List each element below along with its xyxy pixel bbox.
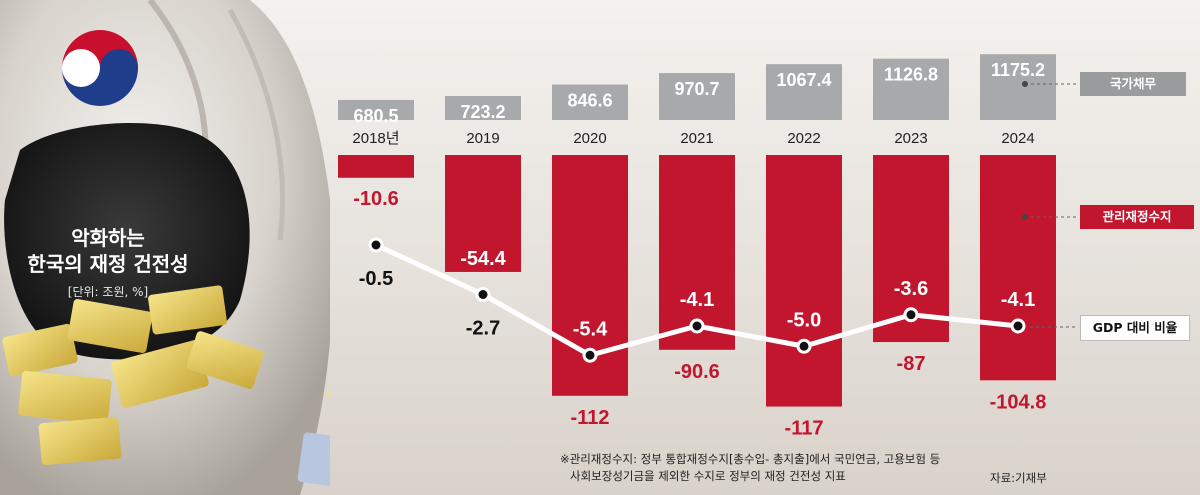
- gdp-ratio-label: -2.7: [466, 318, 500, 340]
- debt-label: 680.5: [353, 106, 398, 126]
- debt-bar: [445, 96, 521, 120]
- footnote-line2: 사회보장성기금을 제외한 수지로 정부의 재정 건전성 지표: [570, 469, 846, 483]
- category-label: 2022: [787, 130, 820, 147]
- balance-label: -112: [571, 407, 610, 429]
- unit-label: [단위: 조원, %]: [67, 285, 149, 299]
- gdp-ratio-point: [1010, 318, 1026, 334]
- gdp-ratio-label: -4.1: [680, 289, 714, 311]
- debt-bar: [980, 54, 1056, 120]
- debt-label: 846.6: [567, 91, 612, 111]
- debt-label: 1126.8: [884, 65, 938, 85]
- chart-title-line2: 한국의 재정 건전성: [27, 252, 189, 276]
- debt-bar: [766, 64, 842, 120]
- debt-bar: [659, 73, 735, 120]
- chart-title-line1: 악화하는: [71, 226, 145, 250]
- gdp-ratio-label: -5.0: [787, 309, 821, 331]
- gdp-ratio-label: -0.5: [359, 268, 393, 290]
- balance-label: -90.6: [674, 361, 720, 383]
- footnote: ※관리재정수지: 정부 통합재정수지[총수입- 총지출]에서 국민연금, 고용보…: [560, 451, 940, 485]
- gdp-ratio-point: [796, 338, 812, 354]
- balance-bar: [338, 155, 414, 178]
- legend-debt-dot: [1022, 81, 1028, 87]
- debt-label: 970.7: [674, 79, 719, 99]
- gdp-ratio-label: -5.4: [573, 318, 608, 340]
- debt-label: 723.2: [460, 102, 505, 122]
- legend-balance: 관리재정수지: [1080, 205, 1194, 229]
- balance-bar: [980, 155, 1056, 381]
- balance-bar: [445, 155, 521, 272]
- legend-gdp-ratio: GDP 대비 비율: [1080, 315, 1190, 341]
- debt-bar: [873, 58, 949, 120]
- debt-bar: [552, 84, 628, 120]
- sack-fold-2: [227, 8, 286, 241]
- gdp-ratio-label: -4.1: [1001, 289, 1035, 311]
- balance-bar: [659, 155, 735, 350]
- debt-label: 1175.2: [991, 60, 1045, 80]
- balance-bar: [766, 155, 842, 407]
- gdp-ratio-label: -3.6: [894, 278, 928, 300]
- category-label: 2023: [894, 130, 927, 147]
- balance-label: -117: [785, 418, 824, 440]
- money-sack-illustration: [0, 0, 330, 495]
- debt-bar: [338, 99, 414, 120]
- gdp-ratio-point: [475, 287, 491, 302]
- balance-label: -104.8: [990, 391, 1047, 413]
- category-label: 2019: [466, 130, 499, 147]
- banknote-bundles: [2, 285, 330, 495]
- gdp-ratio-point: [368, 237, 384, 253]
- debt-label: 1067.4: [776, 70, 831, 90]
- balance-label: -87: [897, 353, 926, 375]
- korea-emblem-icon: [62, 30, 138, 106]
- legend-balance-dot: [1022, 214, 1028, 220]
- category-label: 2020: [573, 130, 606, 147]
- category-label: 2021: [680, 130, 713, 147]
- balance-label: -10.6: [353, 188, 399, 210]
- category-label: 2024: [1001, 130, 1034, 147]
- gdp-ratio-point: [689, 318, 705, 334]
- balance-label: -54.4: [460, 248, 506, 270]
- source-label: 자료:기재부: [990, 471, 1047, 485]
- gdp-ratio-point: [903, 307, 919, 323]
- gdp-ratio-point: [582, 347, 598, 363]
- footnote-line1: ※관리재정수지: 정부 통합재정수지[총수입- 총지출]에서 국민연금, 고용보…: [560, 452, 941, 466]
- chart-title-box: 악화하는 한국의 재정 건전성 [단위: 조원, %]: [8, 225, 208, 300]
- category-label: 2018년: [352, 130, 399, 147]
- legend-debt: 국가채무: [1080, 72, 1186, 96]
